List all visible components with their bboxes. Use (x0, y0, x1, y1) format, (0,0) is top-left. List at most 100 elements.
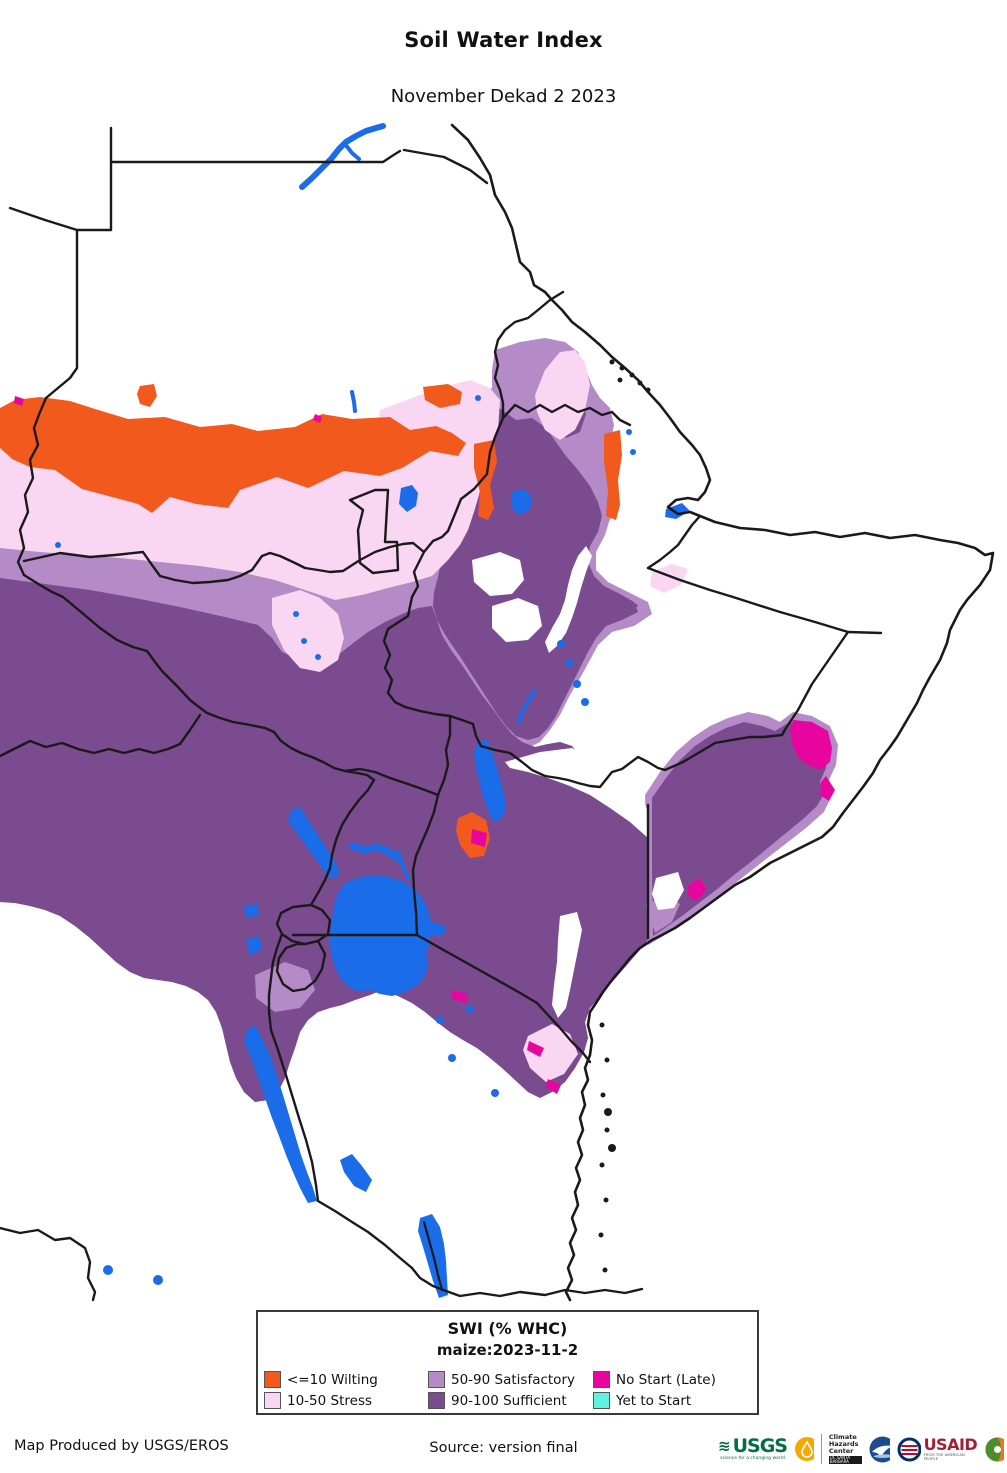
islands-dahlak (609, 359, 651, 393)
river-omo (517, 689, 536, 724)
lake-kyoga (348, 842, 401, 862)
region-wilting-eritrea-strip (604, 430, 622, 520)
nodata-highlands-2 (492, 598, 542, 642)
region-wilting-blob-east (423, 384, 462, 408)
border-kenya-southsudan (436, 714, 452, 797)
legend-swatch-suf (428, 1392, 445, 1409)
fewsnet-globe-icon (985, 1436, 1005, 1462)
border-car-drc-west (0, 713, 202, 758)
region-nostart-turkana (471, 829, 487, 847)
border-ethiopia-somalia (713, 630, 850, 745)
border-libya-chad (8, 206, 79, 232)
usaid-logo: USAID FROM THE AMERICAN PEOPLE (897, 1437, 979, 1462)
lake-turkana (474, 739, 506, 822)
border-rwanda (275, 903, 332, 946)
legend-subtitle: maize:2023-11-2 (436, 1341, 579, 1359)
lake-tanganyika (244, 1025, 317, 1203)
border-libya-egypt (75, 160, 113, 370)
border-ethiopia-somaliland (646, 566, 883, 635)
lake-albert (288, 806, 340, 878)
river-nile-khartoum (350, 390, 357, 413)
legend-swatch-sat (428, 1371, 445, 1388)
legend-label: 90-100 Sufficient (451, 1392, 567, 1409)
border-tanzania-zambia-malawi (316, 1199, 644, 1298)
zambia-small-lakes (103, 1265, 163, 1285)
region-nostart-kenya-1 (452, 990, 468, 1003)
nodata-chalbi (505, 748, 648, 838)
page-subtitle: November Dekad 2 2023 (390, 86, 617, 107)
region-wilting-blob-west (137, 384, 157, 407)
region-nostart-kenya-3 (546, 1079, 561, 1094)
footer-produced-text: Map Produced by USGS/EROS (14, 1438, 229, 1454)
chc-line1: Climate (828, 1433, 857, 1442)
legend-label: <=10 Wilting (287, 1371, 378, 1388)
islands-coast-south (598, 1022, 610, 1273)
border-drc-tanzania (267, 932, 320, 1203)
border-djibouti (646, 514, 702, 570)
region-nostart-sahel-dot (313, 414, 322, 423)
legend-swatch-no (593, 1371, 610, 1388)
legend-label: Yet to Start (616, 1392, 692, 1409)
region-nostart-somalia-south (687, 878, 707, 901)
nodata-ne-kenya (552, 912, 582, 1018)
region-sufficient-main (0, 578, 648, 1102)
border-southsudan-uganda (343, 767, 440, 797)
border-uganda-kenya (411, 793, 440, 937)
nodata-somalia-notch (652, 872, 684, 910)
legend-entry-yet: Yet to Start (593, 1392, 691, 1409)
legend-entry-sat: 50-90 Satisfactory (428, 1371, 575, 1388)
region-stress-sudd (272, 590, 344, 672)
tanzania-small-lakes (436, 1005, 499, 1097)
region-wilting-band (0, 397, 466, 513)
lake-kivu (246, 936, 262, 956)
border-ethiopia-kenya (448, 714, 717, 789)
border-sudan-eritrea (493, 290, 565, 420)
islands-zanzibar (604, 1108, 616, 1152)
usgs-logo: ≋ USGS science for a changing world (718, 1436, 788, 1462)
legend-entry-suf: 90-100 Sufficient (428, 1392, 567, 1409)
chc-line3: Center (828, 1446, 854, 1455)
border-malawi-lakeshore (422, 1220, 444, 1292)
lake-edward (244, 904, 259, 918)
sudd-wetland-dots (293, 611, 321, 660)
border-drc-uganda (309, 778, 376, 907)
border-enclave (348, 488, 400, 575)
map-legend: SWI (% WHC) maize:2023-11-2 <=10 Wilting… (256, 1310, 759, 1415)
page-title: Soil Water Index (404, 28, 603, 52)
nodata-highlands-1 (472, 552, 524, 596)
border-egypt-sudan (109, 126, 402, 164)
region-nostart-chad-dot (14, 396, 24, 406)
border-car-sudan (22, 573, 65, 599)
usaid-logo-text: USAID (923, 1435, 978, 1455)
chc-droplet-icon (794, 1437, 815, 1461)
border-burundi (275, 939, 327, 993)
lake-roseires (399, 485, 418, 512)
nodata-rift-valley (545, 546, 592, 653)
usgs-tagline: science for a changing world (720, 1455, 785, 1461)
legend-label: 50-90 Satisfactory (451, 1371, 575, 1388)
border-sudan-ethiopia (382, 416, 505, 718)
legend-entry-no: No Start (Late) (593, 1371, 716, 1388)
rift-valley-lakes (557, 640, 589, 706)
border-uganda-tanzania-kenya (291, 933, 592, 1064)
usgs-wave-icon: ≋ (718, 1436, 731, 1455)
border-eritrea-ethiopia (501, 403, 632, 427)
logo-row: ≋ USGS science for a changing world Clim… (718, 1430, 1007, 1468)
lake-tana (511, 489, 532, 515)
region-nostart-ne-somalia (790, 720, 832, 770)
legend-label: No Start (Late) (616, 1371, 716, 1388)
logo-divider (821, 1434, 822, 1464)
region-stress-eritrea (535, 350, 590, 440)
red-sea-wadi-dots (55, 395, 636, 548)
coastline (450, 123, 995, 1302)
gulf-tadjoura-water (665, 503, 690, 519)
border-egypt-sudan-east (402, 148, 489, 185)
region-nostart-kenya-2 (527, 1041, 544, 1057)
usaid-tagline: FROM THE AMERICAN PEOPLE (923, 1452, 965, 1461)
chc-line2: Hazards (828, 1439, 859, 1448)
border-drc-zambia (0, 1226, 97, 1302)
legend-entry-str: 10-50 Stress (264, 1392, 372, 1409)
legend-swatch-wil (264, 1371, 281, 1388)
legend-swatch-yet (593, 1392, 610, 1409)
